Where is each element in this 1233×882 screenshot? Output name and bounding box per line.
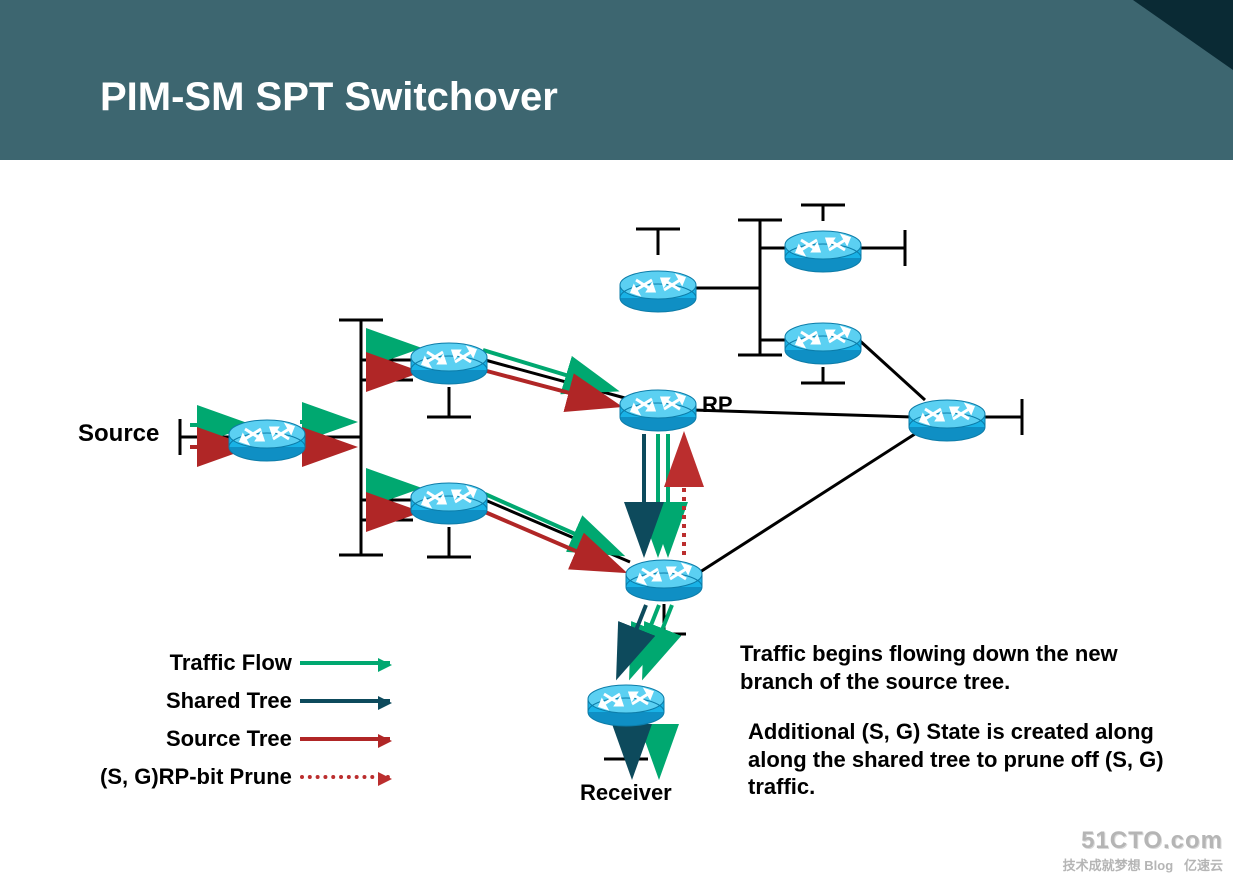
router-below_rp	[626, 560, 702, 601]
legend-label: (S, G)RP-bit Prune	[100, 764, 292, 790]
legend-arrow-icon	[300, 699, 390, 703]
watermark: 51CTO.com 技术成就梦想 Blog 亿速云	[1063, 827, 1223, 874]
legend-label: Traffic Flow	[170, 650, 292, 676]
router-source	[229, 420, 305, 461]
description-p1: Traffic begins flowing down the new bran…	[740, 640, 1190, 695]
rp-label: RP	[702, 392, 733, 418]
router-top_mid	[620, 271, 696, 312]
legend-label: Source Tree	[166, 726, 292, 752]
legend-traffic-flow: Traffic Flow	[100, 650, 390, 676]
router-far_r	[909, 400, 985, 441]
router-r_up	[411, 343, 487, 384]
router-top_r1	[785, 231, 861, 272]
header-corner-decoration	[1133, 0, 1233, 70]
legend: Traffic Flow Shared Tree Source Tree (S,…	[100, 650, 390, 802]
legend-arrow-icon	[300, 661, 390, 665]
legend-source-tree: Source Tree	[100, 726, 390, 752]
slide-header: PIM-SM SPT Switchover	[0, 0, 1233, 160]
legend-arrow-icon	[300, 775, 390, 779]
router-receiver	[588, 685, 664, 726]
legend-rp-bit-prune: (S, G)RP-bit Prune	[100, 764, 390, 790]
source-label: Source	[78, 420, 159, 448]
receiver-label: Receiver	[580, 780, 672, 806]
router-r_down	[411, 483, 487, 524]
router-top_r2	[785, 323, 861, 364]
legend-label: Shared Tree	[166, 688, 292, 714]
legend-arrow-icon	[300, 737, 390, 741]
legend-shared-tree: Shared Tree	[100, 688, 390, 714]
slide-title: PIM-SM SPT Switchover	[0, 0, 1233, 120]
watermark-line2: 技术成就梦想 Blog	[1063, 858, 1174, 873]
description-p2: Additional (S, G) State is created along…	[748, 718, 1193, 801]
watermark-line1: 51CTO.com	[1063, 827, 1223, 855]
watermark-line3: 亿速云	[1184, 858, 1223, 873]
router-rp	[620, 390, 696, 431]
